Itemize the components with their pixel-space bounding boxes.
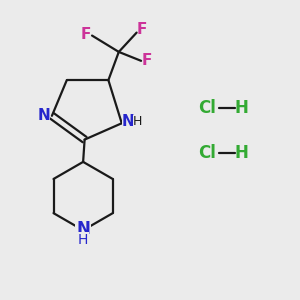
Text: H: H: [234, 144, 248, 162]
Text: Cl: Cl: [198, 144, 216, 162]
Text: Cl: Cl: [198, 99, 216, 117]
Text: F: F: [137, 22, 147, 37]
Text: N: N: [37, 108, 50, 123]
Text: H: H: [234, 99, 248, 117]
Text: N: N: [122, 114, 135, 129]
Text: F: F: [80, 27, 91, 42]
Text: F: F: [142, 53, 152, 68]
Text: H: H: [78, 233, 88, 247]
Text: N: N: [76, 220, 90, 238]
Text: H: H: [133, 115, 142, 128]
